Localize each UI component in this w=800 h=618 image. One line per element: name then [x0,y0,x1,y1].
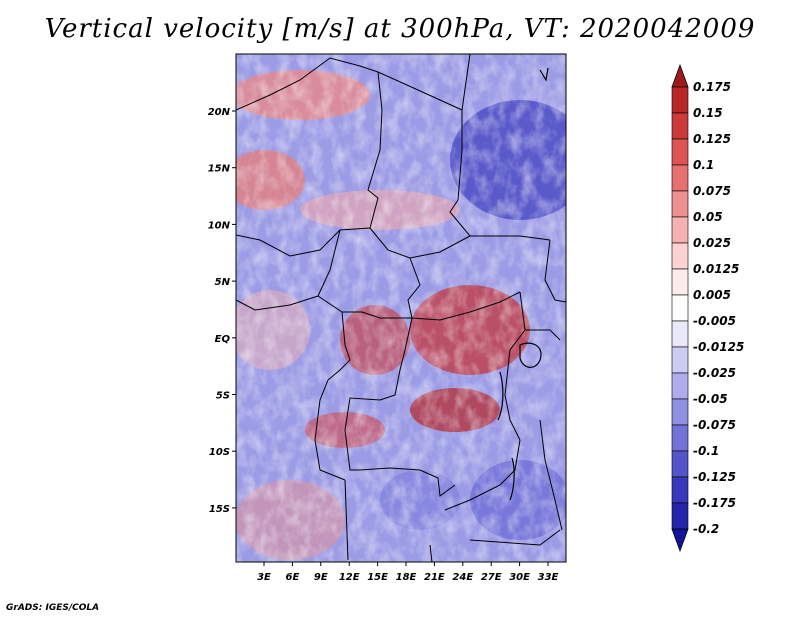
colorbar-swatch [671,268,689,296]
colorbar-label: -0.1 [693,444,719,458]
map-frame [235,53,567,563]
colorbar-label: 0.175 [693,80,731,94]
lon-tick-label: 6E [286,572,300,583]
colorbar-label: 0.025 [693,236,731,250]
lon-tick-label: 3E [257,572,271,583]
colorbar-swatch [671,398,689,426]
colorbar-swatch [671,476,689,504]
colorbar-swatch [671,112,689,140]
colorbar-swatch [671,164,689,192]
colorbar-label: 0.05 [693,210,723,224]
colorbar-label: 0.0125 [693,262,739,276]
colorbar-swatch [671,138,689,166]
lat-tick-label: 15S [209,504,230,515]
colorbar-label: -0.0125 [693,340,744,354]
colorbar-swatch [671,424,689,452]
colorbar-label: 0.005 [693,288,731,302]
lat-tick-label: 10N [208,220,231,231]
lat-tick-label: 5N [215,277,231,288]
country-borders [236,54,566,562]
colorbar: 0.175 0.15 0.125 0.1 0.075 0.05 0.025 0.0125 0.0… [671,63,744,553]
lon-tick-label: 18E [396,572,417,583]
lon-tick-label: 27E [481,572,502,583]
lon-tick-label: 33E [538,572,559,583]
lon-tick-label: 9E [314,572,328,583]
colorbar-label: 0.1 [693,158,714,172]
map-panel [236,54,566,562]
lon-tick-label: 21E [424,572,445,583]
colorbar-swatch [671,320,689,348]
colorbar-top-arrow [671,63,689,88]
chart-title: Vertical velocity [m/s] at 300hPa, VT: 2… [44,14,756,44]
colorbar-swatch [671,346,689,374]
colorbar-label: -0.2 [693,522,719,536]
lon-tick-label: 30E [509,572,530,583]
colorbar-swatch [671,216,689,244]
lat-tick-label: EQ [215,334,231,345]
lon-tick-label: 15E [367,572,388,583]
lat-tick-label: 15N [208,164,231,175]
lat-tick-label: 5S [216,391,230,402]
colorbar-label: -0.175 [693,496,736,510]
colorbar-swatch [671,450,689,478]
longitude-axis: 3E 6E 9E 12E 15E 18E 21E 24E 27E 30E 33E [257,562,559,583]
colorbar-swatch [671,190,689,218]
latitude-axis: 20N 15N 10N 5N EQ 5S 10S 15S [208,107,236,515]
colorbar-label: -0.05 [693,392,728,406]
colorbar-label: -0.025 [693,366,736,380]
colorbar-swatch [671,242,689,270]
lat-tick-label: 10S [209,447,230,458]
lat-tick-label: 20N [208,107,231,118]
colorbar-label: -0.125 [693,470,736,484]
colorbar-swatch [671,294,689,322]
colorbar-bottom-arrow [671,528,689,553]
colorbar-label: -0.005 [693,314,736,328]
colorbar-label: 0.125 [693,132,731,146]
colorbar-label: 0.15 [693,106,723,120]
colorbar-swatch [671,502,689,530]
lon-tick-label: 12E [339,572,360,583]
colorbar-label: 0.075 [693,184,731,198]
lakes [497,67,549,501]
colorbar-label: -0.075 [693,418,736,432]
lon-tick-label: 24E [452,572,473,583]
grads-credit: GrADS: IGES/COLA [6,603,100,613]
colorbar-swatch [671,372,689,400]
colorbar-swatch [671,86,689,114]
